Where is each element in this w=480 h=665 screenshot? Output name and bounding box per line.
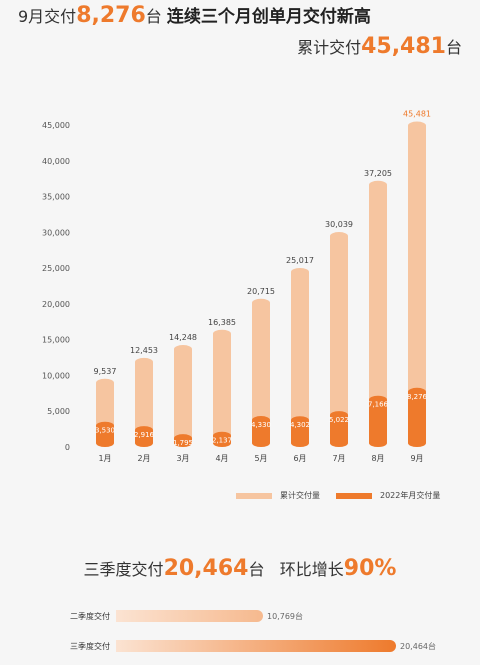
monthly-value-label: 2,916 bbox=[134, 431, 155, 439]
legend-cumulative: 累计交付量 bbox=[236, 490, 320, 501]
q3-bar bbox=[116, 640, 396, 652]
cumulative-value-label: 14,248 bbox=[169, 333, 197, 342]
monthly-bar bbox=[174, 434, 192, 447]
legend-monthly-swatch bbox=[336, 492, 372, 499]
y-tick-label: 0 bbox=[65, 443, 70, 452]
headline-suffix: 连续三个月创单月交付新高 bbox=[166, 7, 371, 27]
cumulative-bar bbox=[408, 121, 426, 448]
headline-value: 8,276 bbox=[76, 3, 146, 28]
x-tick-label: 2月 bbox=[137, 454, 150, 463]
cumulative-value: 45,481 bbox=[361, 34, 446, 59]
legend-monthly-label: 2022年月交付量 bbox=[380, 491, 441, 500]
cumulative-prefix: 累计交付 bbox=[297, 38, 362, 57]
headline-unit: 台 bbox=[145, 7, 162, 26]
chart-legend: 累计交付量 2022年月交付量 bbox=[236, 490, 440, 501]
cumulative-value-label: 45,481 bbox=[403, 110, 431, 119]
y-tick-label: 20,000 bbox=[42, 300, 70, 309]
quarter-value: 20,464 bbox=[163, 556, 249, 581]
y-tick-label: 35,000 bbox=[42, 193, 70, 202]
legend-cumulative-label: 累计交付量 bbox=[280, 491, 320, 500]
cumulative-bar bbox=[252, 298, 270, 447]
legend-cumulative-swatch bbox=[236, 492, 272, 499]
x-tick-label: 8月 bbox=[371, 454, 384, 463]
monthly-bar bbox=[96, 421, 114, 447]
monthly-value-label: 4,330 bbox=[251, 421, 271, 429]
monthly-value-label: 2,137 bbox=[212, 437, 232, 445]
cumulative-value-label: 20,715 bbox=[247, 287, 275, 296]
legend-monthly: 2022年月交付量 bbox=[336, 490, 440, 501]
cumulative-bar bbox=[291, 267, 309, 447]
q2-comparison-row: 二季度交付 10,769台 bbox=[0, 608, 480, 628]
cumulative-value-label: 30,039 bbox=[325, 220, 353, 229]
headline-prefix: 9月交付 bbox=[18, 7, 77, 26]
cumulative-value-label: 12,453 bbox=[130, 346, 158, 355]
quarter-prefix: 三季度交付 bbox=[83, 560, 164, 579]
quarter-headline: 三季度交付20,464台 环比增长90% bbox=[0, 556, 480, 581]
cumulative-bar bbox=[369, 180, 387, 447]
monthly-bar bbox=[408, 387, 426, 447]
y-tick-label: 10,000 bbox=[42, 371, 70, 380]
y-tick-label: 5,000 bbox=[47, 407, 70, 416]
q3-value: 20,464台 bbox=[400, 642, 436, 651]
headline: 9月交付8,276台 连续三个月创单月交付新高 bbox=[18, 2, 371, 28]
cumulative-unit: 台 bbox=[445, 38, 462, 57]
y-tick-label: 30,000 bbox=[42, 228, 70, 237]
growth-label: 环比增长 bbox=[279, 560, 344, 579]
delivery-bar-chart: 0 5,000 10,000 15,000 20,000 25,000 30,000 35,0… bbox=[42, 110, 431, 463]
cumulative-bar bbox=[330, 232, 348, 447]
x-tick-label: 6月 bbox=[293, 454, 306, 463]
cumulative-headline: 累计交付45,481台 bbox=[297, 34, 462, 59]
x-tick-label: 4月 bbox=[215, 454, 228, 463]
q2-label: 二季度交付 bbox=[70, 612, 110, 621]
cumulative-value-label: 9,537 bbox=[94, 367, 117, 376]
monthly-value-label: 7,166 bbox=[368, 401, 389, 409]
growth-value: 90% bbox=[343, 556, 397, 581]
cumulative-value-label: 37,205 bbox=[364, 169, 392, 178]
cumulative-bar bbox=[174, 345, 192, 447]
x-tick-label: 1月 bbox=[98, 454, 111, 463]
x-tick-label: 9月 bbox=[410, 454, 423, 463]
q3-comparison-row: 三季度交付 20,464台 bbox=[0, 638, 480, 658]
cumulative-bar bbox=[135, 357, 153, 447]
monthly-bar bbox=[135, 426, 153, 447]
monthly-value-label: 8,276 bbox=[407, 393, 428, 401]
monthly-bar bbox=[213, 431, 231, 447]
y-tick-label: 40,000 bbox=[42, 157, 70, 166]
monthly-bar bbox=[369, 395, 387, 447]
monthly-bar bbox=[291, 416, 309, 447]
y-tick-label: 15,000 bbox=[42, 336, 70, 345]
q3-label: 三季度交付 bbox=[70, 642, 110, 651]
q2-bar bbox=[116, 610, 263, 622]
x-tick-label: 7月 bbox=[332, 454, 345, 463]
cumulative-value-label: 16,385 bbox=[208, 318, 236, 327]
quarter-unit: 台 bbox=[248, 560, 265, 579]
y-tick-label: 25,000 bbox=[42, 264, 70, 273]
x-tick-label: 3月 bbox=[176, 454, 189, 463]
cumulative-bar bbox=[213, 329, 231, 447]
monthly-value-label: 4,302 bbox=[290, 421, 310, 429]
x-tick-label: 5月 bbox=[254, 454, 267, 463]
monthly-value-label: 1,795 bbox=[173, 439, 193, 447]
q2-value: 10,769台 bbox=[267, 612, 303, 621]
monthly-bar bbox=[252, 416, 270, 447]
y-tick-label: 45,000 bbox=[42, 121, 70, 130]
monthly-bar bbox=[330, 411, 348, 447]
monthly-value-label: 5,022 bbox=[329, 416, 349, 424]
cumulative-value-label: 25,017 bbox=[286, 256, 314, 265]
monthly-value-label: 3,530 bbox=[95, 427, 115, 435]
